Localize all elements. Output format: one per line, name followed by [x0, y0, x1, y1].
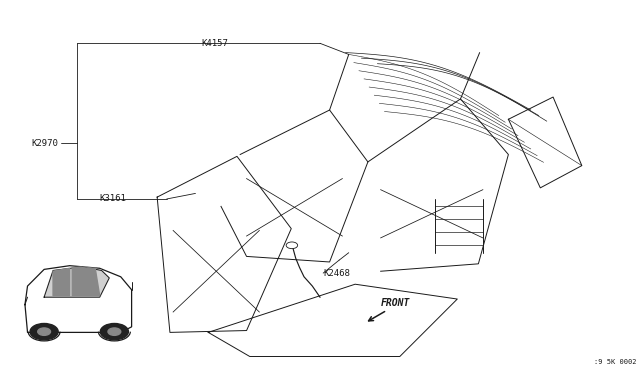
- Circle shape: [30, 324, 58, 340]
- Text: :9 5K 0002: :9 5K 0002: [594, 359, 636, 365]
- Polygon shape: [44, 267, 109, 297]
- Polygon shape: [53, 268, 70, 296]
- Circle shape: [108, 328, 121, 335]
- Text: K4157: K4157: [202, 39, 228, 48]
- Text: K2970: K2970: [31, 139, 58, 148]
- Text: K2468: K2468: [323, 269, 350, 278]
- Text: FRONT: FRONT: [381, 298, 410, 308]
- Polygon shape: [72, 267, 100, 296]
- Text: K3161: K3161: [100, 195, 127, 203]
- Circle shape: [38, 328, 51, 335]
- Circle shape: [100, 324, 129, 340]
